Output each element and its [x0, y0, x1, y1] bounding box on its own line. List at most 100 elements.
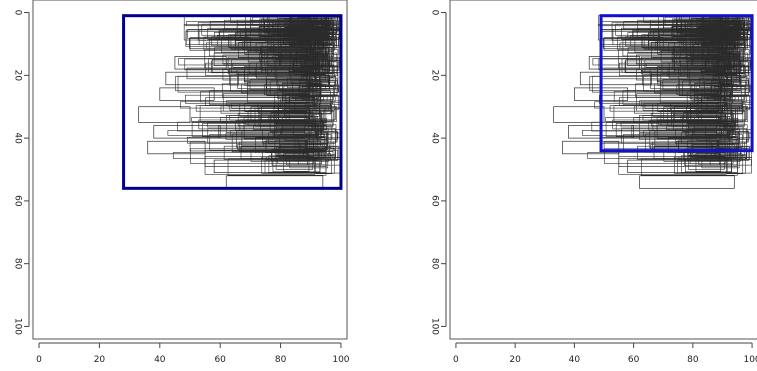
- sample-rectangle: [718, 118, 739, 123]
- sample-rectangle: [290, 71, 313, 84]
- sample-rectangle: [236, 24, 320, 32]
- sample-rectangle: [682, 80, 746, 96]
- x-tick-label: 100: [743, 355, 757, 365]
- y-tick-label: 60: [13, 195, 23, 207]
- sample-rectangle: [710, 79, 750, 86]
- sample-rectangle: [700, 44, 723, 60]
- sample-rectangle: [637, 145, 750, 160]
- y-tick-label: 0: [13, 10, 23, 16]
- sample-rectangle: [257, 103, 311, 113]
- sample-rectangle: [673, 47, 744, 62]
- sample-rectangle: [147, 140, 206, 155]
- sample-rectangle: [680, 132, 740, 145]
- sample-rectangle: [283, 153, 310, 172]
- sample-rectangle: [729, 30, 746, 37]
- x-tick-label: 40: [154, 355, 166, 365]
- sample-rectangle: [685, 35, 720, 54]
- sample-rectangle: [702, 71, 724, 84]
- sample-rectangle: [213, 159, 321, 173]
- sample-rectangle: [277, 89, 306, 99]
- sample-rectangle: [313, 66, 335, 78]
- sample-rectangle: [239, 30, 314, 38]
- sample-rectangle: [265, 65, 335, 74]
- sample-rectangle: [223, 28, 340, 40]
- sample-rectangle: [627, 159, 732, 173]
- x-tick-label: 100: [332, 355, 349, 365]
- sample-rectangle: [697, 112, 726, 127]
- sample-rectangle: [720, 83, 738, 90]
- sample-rectangle: [314, 37, 331, 53]
- y-tick-label: 20: [13, 70, 23, 82]
- y-tick-label: 60: [430, 195, 440, 207]
- x-tick-label: 20: [94, 355, 106, 365]
- sample-rectangle: [300, 76, 336, 83]
- right-panel: 0 20 40 60 80 100 0 20 40 60 80 100: [430, 0, 757, 365]
- plot-frame: [32, 0, 348, 340]
- sample-rectangle: [295, 95, 324, 101]
- y-tick-label: 100: [13, 318, 23, 335]
- sample-rectangle: [284, 102, 313, 118]
- sample-rectangle: [318, 30, 334, 37]
- x-tick-label: 80: [275, 355, 287, 365]
- sample-rectangle: [677, 65, 746, 74]
- sample-rectangle: [277, 38, 327, 57]
- sample-rectangle: [159, 87, 215, 101]
- sample-rectangle: [622, 39, 736, 57]
- sample-rectangle: [674, 42, 730, 58]
- sample-rectangle: [679, 34, 718, 50]
- sample-rectangle: [635, 68, 728, 81]
- sample-rectangle: [208, 39, 325, 57]
- sample-rectangle: [700, 109, 736, 126]
- sample-rectangle: [662, 78, 730, 91]
- sample-rectangle: [273, 35, 309, 54]
- sample-rectangle: [624, 60, 723, 74]
- sample-rectangle: [589, 76, 720, 92]
- x-tick-label: 80: [687, 355, 699, 365]
- sample-rectangle: [588, 56, 640, 70]
- sample-rectangle: [690, 38, 738, 57]
- sample-rectangle: [277, 151, 322, 165]
- sample-rectangle: [641, 56, 742, 72]
- sample-rectangle: [613, 105, 744, 122]
- sample-rectangle: [274, 22, 328, 34]
- sample-rectangle: [649, 130, 739, 149]
- sample-rectangle: [603, 37, 664, 51]
- sample-rectangle: [189, 37, 251, 51]
- sample-rectangle: [725, 66, 746, 78]
- sample-rectangle: [211, 60, 311, 74]
- sample-rectangle: [581, 130, 722, 136]
- sample-rectangle: [562, 140, 620, 155]
- highlight-box: [122, 14, 343, 190]
- sample-rectangle: [308, 83, 326, 90]
- sample-rectangle: [725, 37, 742, 53]
- sample-rectangle: [306, 118, 327, 123]
- sample-rectangle: [268, 132, 329, 145]
- x-tick-label: 20: [509, 355, 521, 365]
- sample-rectangle: [670, 103, 723, 113]
- sample-rectangle: [223, 145, 339, 160]
- sample-rectangle: [598, 58, 724, 71]
- sample-rectangle: [260, 47, 333, 62]
- sample-rectangle: [691, 54, 720, 67]
- sample-rectangle: [715, 75, 742, 82]
- sample-rectangle: [259, 46, 316, 53]
- y-tick-label: 40: [430, 132, 440, 144]
- sample-rectangle: [255, 137, 327, 154]
- y-axis: 0 20 40 60 80 100: [13, 10, 30, 335]
- sample-rectangle: [186, 136, 326, 144]
- sample-rectangle: [138, 106, 191, 123]
- sample-rectangles: [553, 15, 753, 189]
- plot-frame: [449, 0, 757, 340]
- sample-rectangle: [303, 75, 330, 82]
- x-tick-label: 40: [569, 355, 581, 365]
- x-tick-label: 0: [36, 355, 42, 365]
- sample-rectangle: [712, 76, 748, 83]
- sample-rectangle: [288, 109, 325, 126]
- sample-rectangle: [199, 105, 332, 122]
- sample-rectangle: [167, 130, 311, 136]
- sample-rectangle: [236, 130, 328, 149]
- sample-rectangle: [689, 89, 718, 99]
- sample-rectangle: [299, 79, 338, 86]
- sample-rectangle: [153, 125, 221, 139]
- sample-rectangles: [138, 15, 342, 189]
